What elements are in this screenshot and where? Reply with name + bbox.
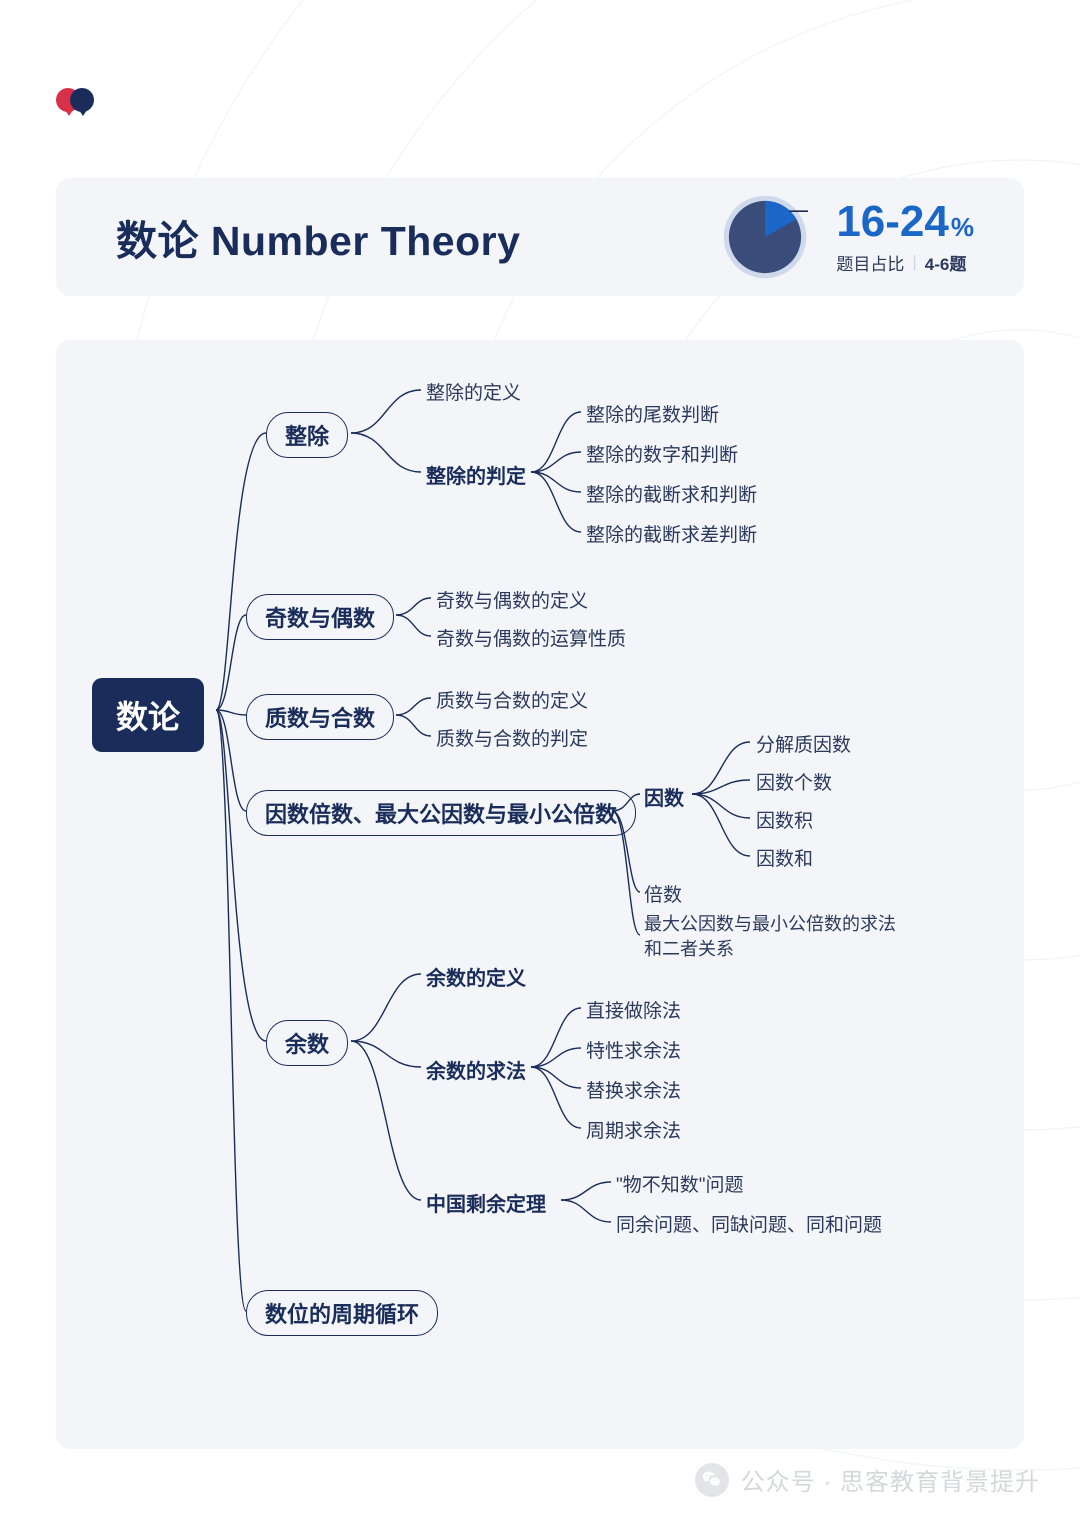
mindmap: 数论 整除 奇数与偶数 质数与合数 因数倍数、最大公因数与最小公倍数 余数 数位… — [56, 340, 1024, 1449]
branch-divisibility: 整除 — [266, 412, 348, 458]
watermark: 公众号 · 思客教育背景提升 — [695, 1462, 1040, 1497]
leaf: 最大公因数与最小公倍数的求法和二者关系 — [644, 912, 904, 962]
wechat-icon — [695, 1463, 729, 1497]
mindmap-card: 数论 整除 奇数与偶数 质数与合数 因数倍数、最大公因数与最小公倍数 余数 数位… — [56, 340, 1024, 1449]
leaf: 质数与合数的定义 — [436, 686, 588, 713]
branch-remainder: 余数 — [266, 1020, 348, 1066]
leaf: 整除的尾数判断 — [586, 400, 719, 427]
leaf-remainder-def: 余数的定义 — [426, 962, 526, 991]
leaf: 倍数 — [644, 880, 682, 907]
leaf-remainder-method: 余数的求法 — [426, 1055, 526, 1084]
header-card: 数论 Number Theory 16-24% 题目占比 | 4-6题 — [56, 178, 1024, 296]
leaf: 整除的数字和判断 — [586, 440, 738, 467]
leaf: 奇数与偶数的运算性质 — [436, 624, 626, 651]
leaf: 因数个数 — [756, 768, 832, 795]
leaf-factors: 因数 — [644, 782, 684, 811]
leaf: 直接做除法 — [586, 996, 681, 1023]
pie-chart-icon — [722, 194, 808, 280]
branch-digit-cycle: 数位的周期循环 — [246, 1290, 438, 1336]
leaf: 替换求余法 — [586, 1076, 681, 1103]
root-node: 数论 — [92, 678, 204, 752]
page-title: 数论 Number Theory — [116, 207, 520, 267]
leaf: 因数和 — [756, 844, 813, 871]
header-stat: 16-24% 题目占比 | 4-6题 — [722, 194, 974, 280]
percentage-value: 16-24% — [836, 200, 974, 244]
stat-subtitle: 题目占比 | 4-6题 — [836, 250, 974, 275]
leaf-crt: 中国剩余定理 — [426, 1188, 546, 1217]
branch-factors-lcm-gcd: 因数倍数、最大公因数与最小公倍数 — [246, 790, 636, 836]
leaf-divisibility-test: 整除的判定 — [426, 460, 526, 489]
logo-bubble-navy — [70, 88, 94, 112]
leaf: 因数积 — [756, 806, 813, 833]
branch-prime-composite: 质数与合数 — [246, 694, 394, 740]
leaf: 质数与合数的判定 — [436, 724, 588, 751]
brand-logo — [56, 88, 94, 112]
leaf: 分解质因数 — [756, 730, 851, 757]
leaf: 周期求余法 — [586, 1116, 681, 1143]
leaf: 整除的定义 — [426, 378, 521, 405]
leaf: 奇数与偶数的定义 — [436, 586, 588, 613]
leaf: 特性求余法 — [586, 1036, 681, 1063]
leaf: "物不知数"问题 — [616, 1170, 744, 1197]
leaf: 同余问题、同缺问题、同和问题 — [616, 1210, 882, 1237]
leaf: 整除的截断求和判断 — [586, 480, 757, 507]
connectors — [56, 340, 1024, 1449]
watermark-text: 公众号 · 思客教育背景提升 — [741, 1462, 1040, 1497]
branch-parity: 奇数与偶数 — [246, 594, 394, 640]
leaf: 整除的截断求差判断 — [586, 520, 757, 547]
